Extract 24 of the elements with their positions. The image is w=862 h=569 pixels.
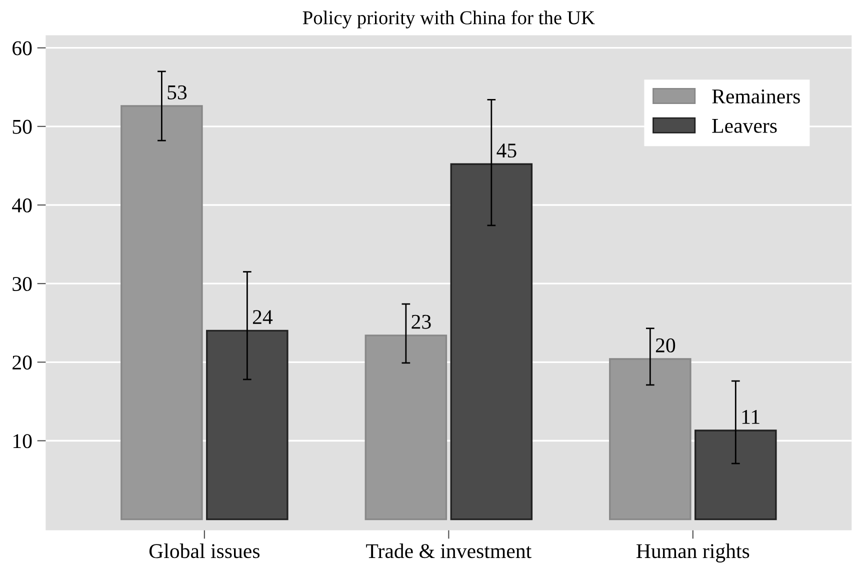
x-tick-label: Human rights	[636, 544, 750, 562]
bar	[120, 105, 203, 520]
data-label: 20	[656, 338, 676, 352]
bar	[364, 334, 448, 520]
y-tick-label: 40	[12, 198, 32, 212]
bar	[694, 430, 777, 520]
legend-label: Remainers	[712, 89, 800, 104]
chart-title: Policy priority with China for the UK	[302, 10, 595, 28]
y-tick-label: 10	[13, 434, 32, 448]
bar	[450, 163, 533, 520]
y-tick-label: 20	[12, 356, 32, 370]
data-label: 24	[252, 310, 273, 324]
y-tick-label: 50	[12, 120, 32, 134]
legend-label: Leavers	[712, 119, 777, 133]
y-tick-label: 60	[12, 41, 32, 56]
y-tick-label: 30	[12, 276, 32, 292]
x-tick-label: Trade & investment	[366, 544, 532, 558]
data-label: 11	[742, 410, 760, 424]
x-tick-label: Global issues	[149, 544, 260, 558]
bar	[609, 358, 692, 520]
data-label: 23	[412, 314, 431, 329]
data-label: 53	[168, 85, 187, 100]
data-label: 45	[496, 144, 516, 158]
bar	[206, 330, 288, 520]
